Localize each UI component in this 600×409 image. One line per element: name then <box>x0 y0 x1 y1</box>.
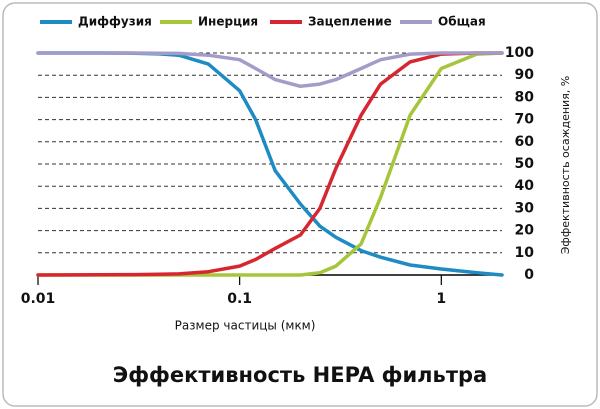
legend-label: Инерция <box>198 15 258 29</box>
y-axis-label: Эффективность осаждения, % <box>559 76 572 255</box>
x-axis-label: Размер частицы (мкм) <box>175 319 316 333</box>
y-tick-label: 0 <box>524 267 534 283</box>
y-tick-label: 40 <box>515 178 535 194</box>
y-tick-label: 90 <box>515 67 535 83</box>
y-tick-label: 30 <box>515 200 535 216</box>
y-tick-label: 20 <box>515 223 535 239</box>
y-tick-label: 50 <box>515 156 535 172</box>
series-line <box>36 51 504 277</box>
y-tick-label: 80 <box>515 89 535 105</box>
legend-label: Зацепление <box>308 15 392 29</box>
y-tick-label: 100 <box>505 45 534 61</box>
legend-label: Диффузия <box>78 15 152 29</box>
y-tick-label: 60 <box>515 134 535 150</box>
x-tick-label: 0.01 <box>21 291 56 307</box>
x-tick-label: 1 <box>436 291 446 307</box>
y-tick-label: 10 <box>515 245 535 261</box>
legend-label: Общая <box>438 15 486 29</box>
x-tick-label: 0.1 <box>227 291 252 307</box>
chart-title: Эффективность HEPA фильтра <box>113 363 487 387</box>
series-line <box>36 51 504 89</box>
y-tick-label: 70 <box>515 112 535 128</box>
